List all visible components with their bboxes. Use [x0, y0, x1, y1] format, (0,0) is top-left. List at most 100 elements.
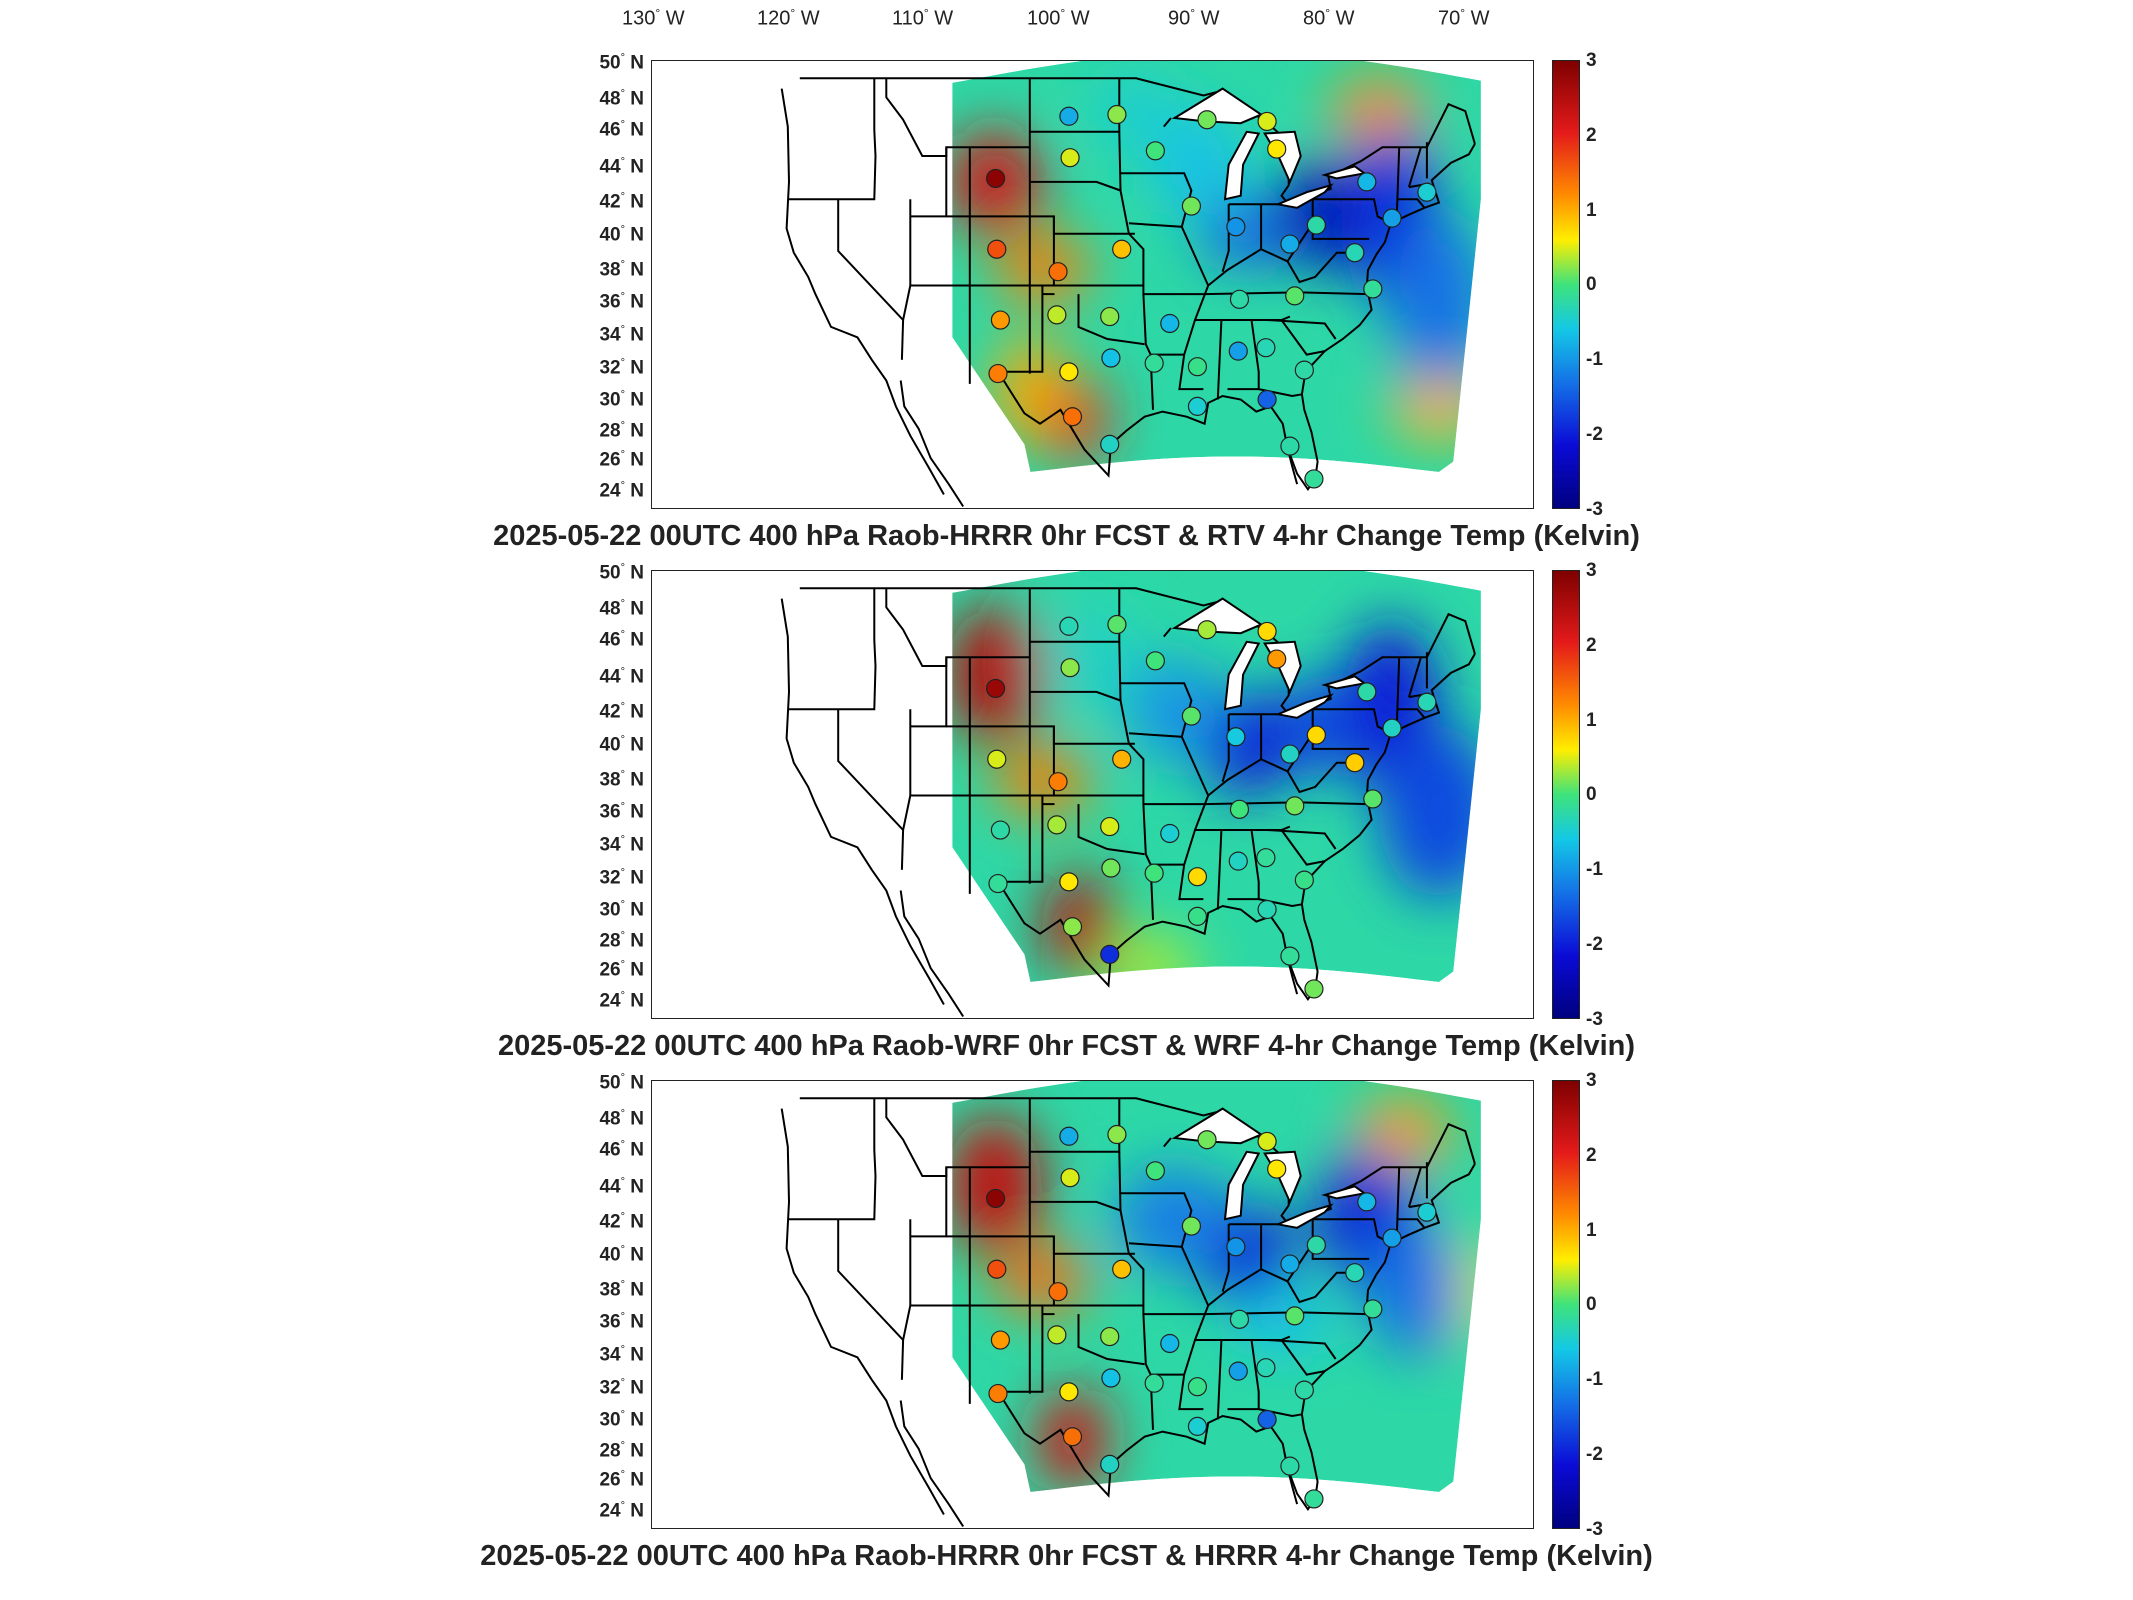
raob-station-marker [1382, 208, 1402, 228]
map-svg [780, 1081, 1481, 1528]
raob-station-marker [1112, 1259, 1132, 1279]
raob-station-marker [1187, 1377, 1208, 1397]
raob-station-marker [1112, 749, 1132, 769]
raob-station-marker [990, 310, 1010, 330]
raob-station-marker [990, 1330, 1010, 1350]
raob-station-marker [1145, 141, 1165, 161]
raob-station-marker [1256, 338, 1276, 358]
raob-station-marker [1229, 799, 1250, 819]
colorbar-tick-label: 2 [1586, 634, 1597, 656]
raob-station-marker [1197, 1130, 1217, 1150]
raob-station-marker [1145, 1161, 1165, 1181]
raob-station-marker [1382, 1228, 1402, 1248]
raob-station-marker [1280, 1456, 1300, 1476]
colorbar-tick-label: 1 [1586, 709, 1597, 731]
raob-station-marker [1048, 1282, 1068, 1302]
lat-label: 28° N [599, 930, 644, 952]
lat-label: 44° N [599, 666, 644, 688]
raob-station-marker [1345, 753, 1365, 773]
temperature-field [952, 571, 1481, 982]
colorbar-tick-label: 1 [1586, 199, 1597, 221]
colorbar-tick-label: 3 [1586, 50, 1597, 71]
lat-label: 24° N [599, 990, 644, 1012]
map-caption: 2025-05-22 00UTC 400 hPa Raob-HRRR 0hr F… [480, 1540, 1653, 1572]
raob-station-marker [1357, 1192, 1377, 1212]
lat-label: 24° N [599, 1500, 644, 1522]
colorbar-tick-label: -2 [1586, 934, 1603, 955]
lat-label: 44° N [599, 1176, 644, 1198]
lon-label-70w: 70° W [1438, 6, 1490, 30]
lat-label: 26° N [599, 959, 644, 981]
raob-station-marker [1294, 360, 1314, 380]
colorbar-tick-label: 1 [1586, 1219, 1597, 1241]
raob-station-marker [1417, 692, 1437, 712]
colorbar-ticks: 3 2 1 0 -1 -2 -3 [1586, 50, 1626, 520]
raob-station-marker [1060, 1168, 1080, 1188]
raob-station-marker [1357, 172, 1377, 192]
raob-station-marker [1107, 104, 1127, 125]
raob-station-marker [1280, 436, 1300, 456]
raob-station-marker [1187, 906, 1208, 926]
raob-station-marker [1059, 106, 1079, 126]
map-panel-wrf: 50° N 48° N 46° N 44° N 42° N 40° N 38° N 36° N… [0, 560, 2133, 1080]
raob-station-marker [1047, 305, 1067, 325]
lat-label: 44° N [599, 156, 644, 178]
lat-label: 36° N [599, 801, 644, 823]
map-caption: 2025-05-22 00UTC 400 hPa Raob-HRRR 0hr F… [493, 520, 1640, 552]
colorbar-tick-label: 0 [1586, 274, 1597, 296]
raob-station-marker [985, 1188, 1006, 1209]
raob-station-marker [990, 820, 1010, 840]
raob-station-marker [1181, 706, 1202, 726]
raob-station-marker [1059, 872, 1079, 892]
raob-station-marker [1345, 243, 1365, 263]
raob-station-marker [1417, 182, 1437, 202]
lat-label: 42° N [599, 701, 644, 723]
raob-station-marker [1306, 725, 1326, 745]
map-panel-rtv: 50° N 48° N 46° N 44° N 42° N 40° N 38° N 36° N… [0, 50, 2133, 570]
latitude-axis: 50° N 48° N 46° N 44° N 42° N 40° N 38° N 36° N… [560, 52, 648, 512]
raob-station-marker [1304, 1489, 1324, 1509]
colorbar-tick-label: 2 [1586, 1144, 1597, 1166]
raob-station-marker [1382, 718, 1402, 738]
raob-station-marker [1267, 649, 1287, 669]
lat-label: 30° N [599, 899, 644, 921]
raob-station-marker [1285, 1306, 1305, 1326]
raob-station-marker [1160, 823, 1180, 844]
raob-station-marker [1257, 899, 1277, 920]
colorbar [1552, 60, 1580, 509]
raob-station-marker [987, 239, 1007, 259]
colorbar-tick-label: 0 [1586, 784, 1597, 806]
colorbar-ticks: 3 2 1 0 -1 -2 -3 [1586, 560, 1626, 1030]
raob-station-marker [1100, 944, 1120, 964]
lat-label: 24° N [599, 480, 644, 502]
latitude-axis: 50° N 48° N 46° N 44° N 42° N 40° N 38° N 36° N… [560, 562, 648, 1022]
lon-label-80w: 80° W [1303, 6, 1355, 30]
lat-label: 32° N [599, 867, 644, 889]
lat-label: 34° N [599, 324, 644, 346]
raob-station-marker [1228, 851, 1248, 871]
raob-station-marker [985, 678, 1006, 699]
raob-station-marker [1226, 217, 1246, 237]
raob-station-marker [988, 1383, 1008, 1404]
raob-station-marker [1228, 1361, 1248, 1381]
colorbar-tick-label: 3 [1586, 1070, 1597, 1091]
lon-label-100w: 100° W [1027, 6, 1090, 30]
lat-label: 38° N [599, 1279, 644, 1301]
raob-station-marker [1144, 863, 1164, 883]
lat-label: 26° N [599, 449, 644, 471]
colorbar [1552, 1080, 1580, 1529]
raob-station-marker [1100, 306, 1120, 327]
colorbar-tick-label: -1 [1586, 859, 1603, 881]
lat-label: 46° N [599, 1139, 644, 1161]
colorbar-tick-label: -3 [1586, 498, 1603, 520]
raob-station-marker [1145, 651, 1165, 671]
raob-station-marker [1100, 1454, 1120, 1474]
map-frame [651, 570, 1534, 1019]
raob-station-marker [1257, 111, 1277, 132]
raob-station-marker [1144, 353, 1164, 373]
raob-station-marker [1306, 215, 1326, 235]
lon-label-130w: 130° W [622, 6, 685, 30]
raob-station-marker [1160, 313, 1180, 334]
raob-station-marker [1100, 816, 1120, 837]
lat-label: 26° N [599, 1469, 644, 1491]
